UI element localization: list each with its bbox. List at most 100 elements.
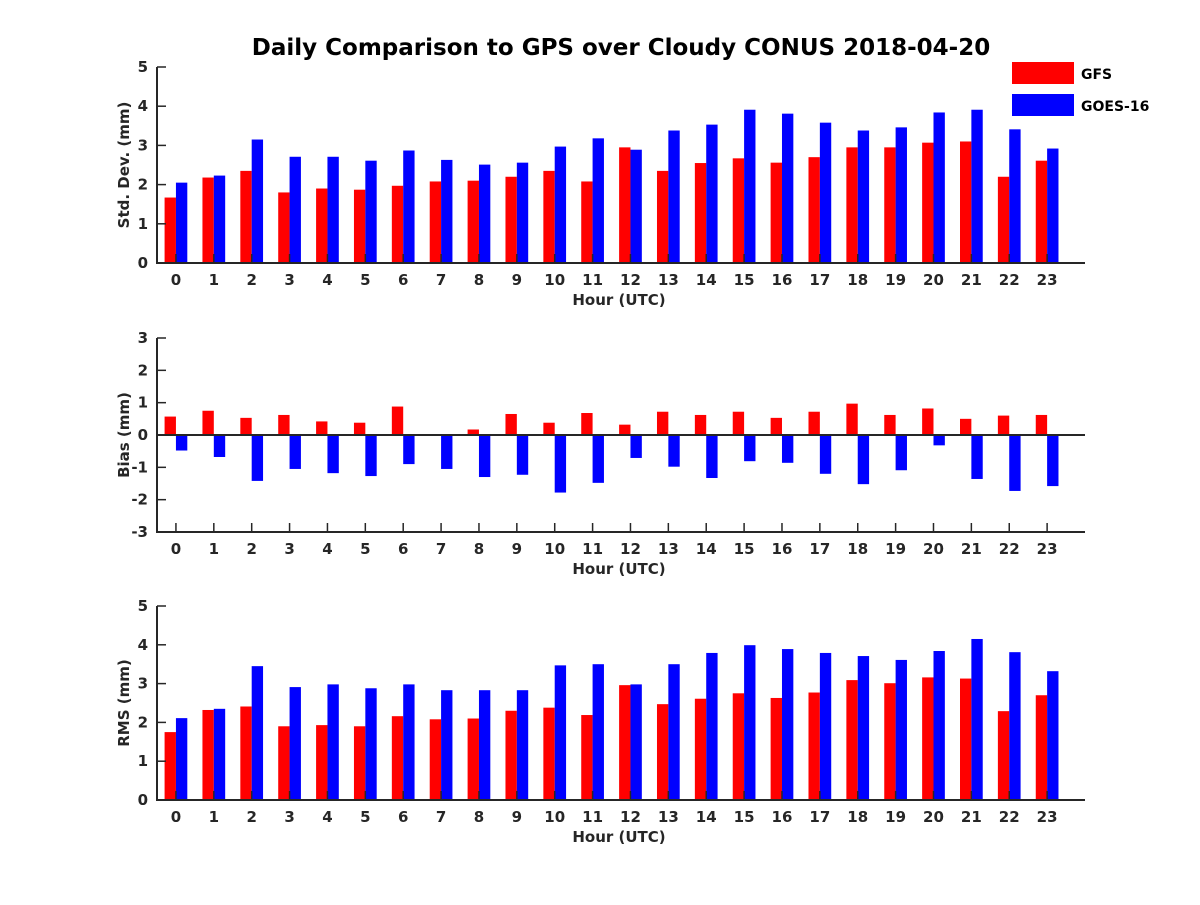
x-tick-label-std-dev-18: 18 bbox=[847, 271, 868, 289]
bar-std-dev-goes16-22 bbox=[1009, 129, 1021, 263]
bar-std-dev-gfs-18 bbox=[846, 147, 858, 263]
bar-rms-gfs-12 bbox=[619, 685, 631, 800]
bar-bias-gfs-11 bbox=[581, 413, 593, 435]
y-tick-label-std-dev-1: 1 bbox=[138, 215, 148, 233]
y-tick-label-rms-1: 1 bbox=[138, 752, 148, 770]
bar-rms-goes16-1 bbox=[213, 708, 226, 800]
x-tick-label-rms-7: 7 bbox=[436, 808, 446, 826]
x-tick-label-bias-3: 3 bbox=[284, 540, 294, 558]
bar-rms-gfs-18 bbox=[846, 680, 858, 800]
y-tick-label-rms-5: 5 bbox=[138, 597, 148, 615]
bar-std-dev-gfs-3 bbox=[278, 192, 290, 263]
bar-rms-gfs-4 bbox=[316, 725, 328, 800]
bar-rms-goes16-13 bbox=[668, 664, 680, 800]
x-tick-label-bias-10: 10 bbox=[544, 540, 565, 558]
bar-bias-gfs-15 bbox=[732, 411, 745, 435]
bar-bias-gfs-0 bbox=[164, 416, 176, 435]
bar-bias-goes16-19 bbox=[895, 435, 907, 471]
x-tick-label-bias-1: 1 bbox=[209, 540, 219, 558]
bar-std-dev-gfs-22 bbox=[997, 176, 1010, 263]
bar-bias-goes16-9 bbox=[516, 435, 529, 475]
bar-std-dev-goes16-4 bbox=[327, 156, 339, 263]
x-tick-label-rms-2: 2 bbox=[246, 808, 256, 826]
y-tick-label-std-dev-5: 5 bbox=[138, 58, 148, 76]
bar-rms-gfs-6 bbox=[391, 716, 404, 800]
bar-std-dev-goes16-3 bbox=[289, 156, 301, 263]
bar-std-dev-gfs-9 bbox=[505, 176, 517, 263]
x-tick-label-std-dev-17: 17 bbox=[809, 271, 830, 289]
bar-rms-goes16-18 bbox=[857, 656, 870, 800]
bar-bias-gfs-14 bbox=[694, 414, 707, 435]
bar-rms-gfs-3 bbox=[278, 726, 290, 800]
bar-std-dev-goes16-5 bbox=[365, 160, 377, 263]
x-tick-label-std-dev-20: 20 bbox=[923, 271, 944, 289]
x-tick-label-rms-12: 12 bbox=[620, 808, 641, 826]
x-tick-label-bias-22: 22 bbox=[999, 540, 1020, 558]
bar-std-dev-goes16-16 bbox=[781, 113, 794, 264]
bar-bias-goes16-1 bbox=[213, 435, 226, 457]
bar-rms-gfs-0 bbox=[164, 732, 176, 800]
bar-rms-goes16-22 bbox=[1009, 652, 1021, 800]
y-tick-label-rms-0: 0 bbox=[138, 791, 148, 809]
bar-rms-goes16-9 bbox=[516, 690, 529, 800]
bar-rms-gfs-21 bbox=[960, 678, 972, 800]
bar-bias-goes16-6 bbox=[403, 435, 415, 465]
bar-bias-goes16-5 bbox=[365, 435, 377, 477]
bar-std-dev-goes16-2 bbox=[251, 139, 264, 263]
legend-label-gfs: GFS bbox=[1081, 67, 1112, 83]
bar-rms-goes16-19 bbox=[895, 659, 907, 800]
x-tick-label-bias-20: 20 bbox=[923, 540, 944, 558]
x-tick-label-std-dev-0: 0 bbox=[171, 271, 181, 289]
bar-bias-goes16-21 bbox=[971, 435, 983, 479]
bar-bias-goes16-13 bbox=[668, 435, 680, 467]
x-tick-label-bias-0: 0 bbox=[171, 540, 181, 558]
bar-std-dev-gfs-7 bbox=[429, 181, 442, 263]
bar-rms-goes16-12 bbox=[630, 684, 642, 800]
bar-bias-goes16-14 bbox=[706, 435, 718, 478]
bar-std-dev-goes16-0 bbox=[175, 182, 188, 263]
bar-rms-goes16-7 bbox=[441, 690, 453, 800]
bar-rms-gfs-13 bbox=[656, 704, 669, 800]
x-tick-label-rms-14: 14 bbox=[696, 808, 717, 826]
bar-rms-goes16-20 bbox=[933, 651, 945, 800]
bar-bias-gfs-9 bbox=[505, 413, 517, 435]
bar-bias-gfs-4 bbox=[316, 421, 328, 435]
bar-rms-goes16-10 bbox=[554, 665, 567, 800]
bar-bias-gfs-2 bbox=[240, 417, 252, 435]
legend: GFS GOES-16 bbox=[1012, 62, 1149, 116]
bar-rms-gfs-9 bbox=[505, 710, 517, 800]
x-tick-label-std-dev-15: 15 bbox=[734, 271, 755, 289]
y-tick-label-rms-4: 4 bbox=[138, 636, 148, 654]
x-tick-label-rms-6: 6 bbox=[398, 808, 408, 826]
bar-rms-goes16-16 bbox=[781, 649, 794, 800]
bar-std-dev-goes16-11 bbox=[592, 138, 604, 263]
bar-bias-goes16-3 bbox=[289, 435, 301, 469]
bar-std-dev-gfs-13 bbox=[656, 170, 669, 263]
y-tick-label-bias--3: -3 bbox=[131, 523, 148, 541]
y-tick-label-std-dev-0: 0 bbox=[138, 254, 148, 272]
x-tick-label-std-dev-23: 23 bbox=[1037, 271, 1058, 289]
bar-rms-gfs-10 bbox=[543, 707, 555, 800]
x-tick-label-bias-13: 13 bbox=[658, 540, 679, 558]
bar-bias-gfs-18 bbox=[846, 403, 858, 435]
x-tick-label-rms-9: 9 bbox=[512, 808, 522, 826]
bar-std-dev-gfs-17 bbox=[808, 157, 820, 263]
y-tick-label-bias-2: 2 bbox=[138, 361, 148, 379]
x-tick-label-bias-14: 14 bbox=[696, 540, 717, 558]
bar-bias-gfs-10 bbox=[543, 422, 555, 435]
bar-bias-goes16-16 bbox=[781, 435, 794, 463]
bar-bias-gfs-21 bbox=[960, 418, 972, 435]
bar-std-dev-gfs-5 bbox=[353, 189, 366, 263]
x-tick-label-rms-5: 5 bbox=[360, 808, 370, 826]
chart-title: Daily Comparison to GPS over Cloudy CONU… bbox=[252, 35, 990, 61]
bar-std-dev-goes16-9 bbox=[516, 162, 529, 263]
bar-std-dev-goes16-12 bbox=[630, 149, 642, 263]
bar-bias-goes16-10 bbox=[554, 435, 567, 493]
bar-std-dev-goes16-17 bbox=[819, 122, 832, 263]
bar-bias-gfs-1 bbox=[202, 410, 214, 435]
bar-std-dev-gfs-2 bbox=[240, 170, 252, 263]
bar-bias-goes16-15 bbox=[744, 435, 756, 462]
x-tick-label-bias-7: 7 bbox=[436, 540, 446, 558]
